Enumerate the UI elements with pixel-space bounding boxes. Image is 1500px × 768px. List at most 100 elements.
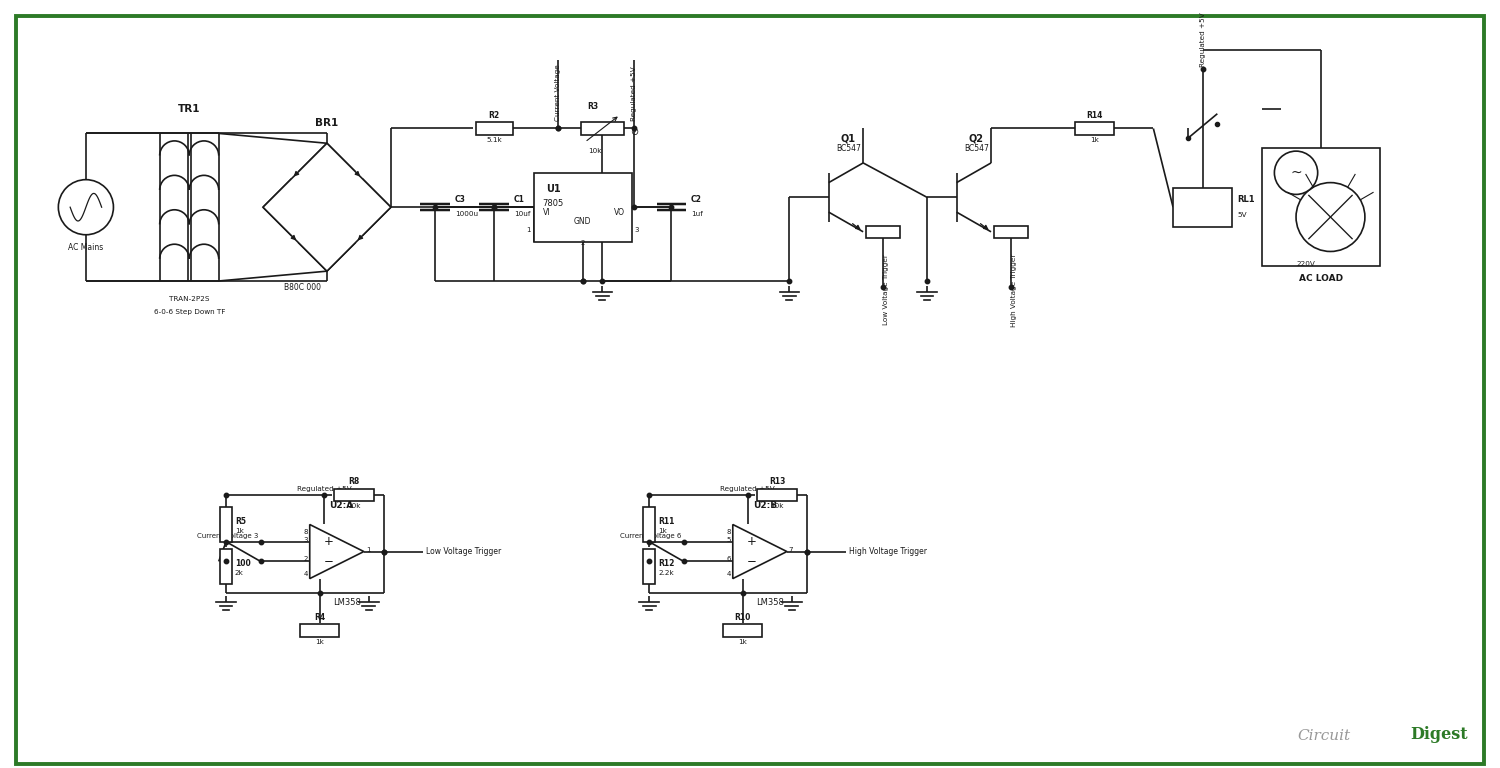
Text: 6-0-6 Step Down TF: 6-0-6 Step Down TF: [153, 309, 225, 315]
Bar: [534, 173, 632, 242]
Text: R4: R4: [314, 613, 326, 622]
Text: 5V: 5V: [1238, 212, 1246, 218]
Bar: [993, 226, 1028, 238]
Bar: [865, 226, 900, 238]
Text: 1k: 1k: [1090, 137, 1100, 143]
Text: VI: VI: [543, 207, 550, 217]
Text: 220V: 220V: [1296, 261, 1316, 267]
Text: 3: 3: [303, 537, 307, 543]
Text: Low Voltage Trigger: Low Voltage Trigger: [884, 254, 890, 326]
Text: Low Voltage Trigger: Low Voltage Trigger: [426, 547, 501, 556]
Text: U2:B: U2:B: [753, 501, 777, 510]
Text: 2k: 2k: [236, 570, 244, 576]
Text: Current Voltage 6: Current Voltage 6: [620, 533, 681, 539]
Text: Regulated +5V: Regulated +5V: [297, 486, 352, 492]
Text: 2.2k: 2.2k: [658, 570, 674, 576]
Text: 2: 2: [580, 240, 585, 246]
Text: 8: 8: [303, 529, 307, 535]
Bar: [1262, 148, 1380, 266]
Text: 5.1k: 5.1k: [486, 137, 502, 143]
Text: AC LOAD: AC LOAD: [1299, 274, 1342, 283]
Text: TR1: TR1: [178, 104, 201, 114]
Text: LM358: LM358: [756, 598, 783, 607]
Text: 1: 1: [526, 227, 531, 233]
Bar: [644, 508, 656, 541]
Text: C3: C3: [454, 195, 465, 204]
Text: R2: R2: [489, 111, 500, 120]
Text: Regulated +5V: Regulated +5V: [1200, 12, 1206, 67]
Text: Q1: Q1: [842, 134, 856, 144]
Text: 1uf: 1uf: [692, 210, 702, 217]
Text: 7: 7: [789, 547, 794, 552]
Text: R10: R10: [735, 613, 752, 622]
Text: BC547: BC547: [964, 144, 988, 153]
Bar: [1173, 187, 1232, 227]
Text: AC Mains: AC Mains: [69, 243, 104, 252]
Text: TRAN-2P2S: TRAN-2P2S: [170, 296, 210, 302]
Text: R3: R3: [588, 102, 598, 111]
Text: −: −: [747, 555, 758, 568]
Bar: [300, 624, 339, 637]
Text: ~: ~: [1290, 166, 1302, 180]
Text: GND: GND: [574, 217, 591, 227]
Text: Regulated +5V: Regulated +5V: [720, 486, 776, 492]
Circle shape: [1296, 183, 1365, 251]
Text: 3: 3: [634, 227, 639, 233]
Text: C2: C2: [692, 195, 702, 204]
Text: 10k: 10k: [771, 503, 784, 509]
Bar: [334, 488, 374, 502]
Text: BR1: BR1: [315, 118, 339, 128]
Circle shape: [1275, 151, 1317, 194]
Text: 1k: 1k: [658, 528, 668, 535]
Text: VO: VO: [614, 207, 624, 217]
Bar: [723, 624, 762, 637]
Text: 1k: 1k: [315, 639, 324, 645]
FancyBboxPatch shape: [16, 16, 1484, 764]
Text: RL1: RL1: [1238, 195, 1254, 204]
Text: R8: R8: [348, 477, 360, 486]
Text: 10k: 10k: [588, 148, 602, 154]
Bar: [220, 508, 232, 541]
Text: LM358: LM358: [333, 598, 360, 607]
Text: U2:A: U2:A: [330, 501, 354, 510]
Text: U1: U1: [546, 184, 561, 194]
Bar: [476, 122, 513, 135]
Circle shape: [58, 180, 114, 235]
Text: 6: 6: [726, 556, 730, 562]
Text: 7805: 7805: [543, 199, 564, 208]
Text: 4: 4: [726, 571, 730, 577]
Text: High Voltage Trigger: High Voltage Trigger: [849, 547, 927, 556]
Text: 10k: 10k: [346, 503, 360, 509]
Text: R11: R11: [658, 517, 675, 526]
Text: C1: C1: [514, 195, 525, 204]
Text: Current Voltage 3: Current Voltage 3: [196, 533, 258, 539]
Polygon shape: [262, 144, 392, 271]
Text: +: +: [747, 535, 758, 548]
Text: 1k: 1k: [738, 639, 747, 645]
Polygon shape: [734, 525, 788, 578]
Text: 8: 8: [726, 529, 730, 535]
Text: 1: 1: [366, 547, 370, 552]
Text: R12: R12: [658, 559, 675, 568]
Text: High Voltage Trigger: High Voltage Trigger: [1011, 253, 1017, 326]
Bar: [580, 121, 624, 135]
Text: Circuit: Circuit: [1298, 730, 1350, 743]
Text: +: +: [324, 535, 334, 548]
Text: R13: R13: [770, 477, 784, 486]
Text: R14: R14: [1086, 111, 1102, 120]
Bar: [758, 488, 796, 502]
Text: 1k: 1k: [236, 528, 244, 535]
Text: $\odot$: $\odot$: [630, 126, 639, 137]
Text: B80C 000: B80C 000: [284, 283, 321, 292]
Text: Digest: Digest: [1410, 727, 1468, 743]
Polygon shape: [309, 525, 364, 578]
Text: BC547: BC547: [836, 144, 861, 153]
Text: 4: 4: [303, 571, 307, 577]
Bar: [644, 549, 656, 584]
Bar: [1074, 122, 1114, 135]
Text: 1000u: 1000u: [454, 210, 478, 217]
Text: Regulated +5V: Regulated +5V: [632, 66, 638, 121]
Text: 100: 100: [236, 559, 250, 568]
Text: 10uf: 10uf: [514, 210, 531, 217]
Bar: [220, 549, 232, 584]
